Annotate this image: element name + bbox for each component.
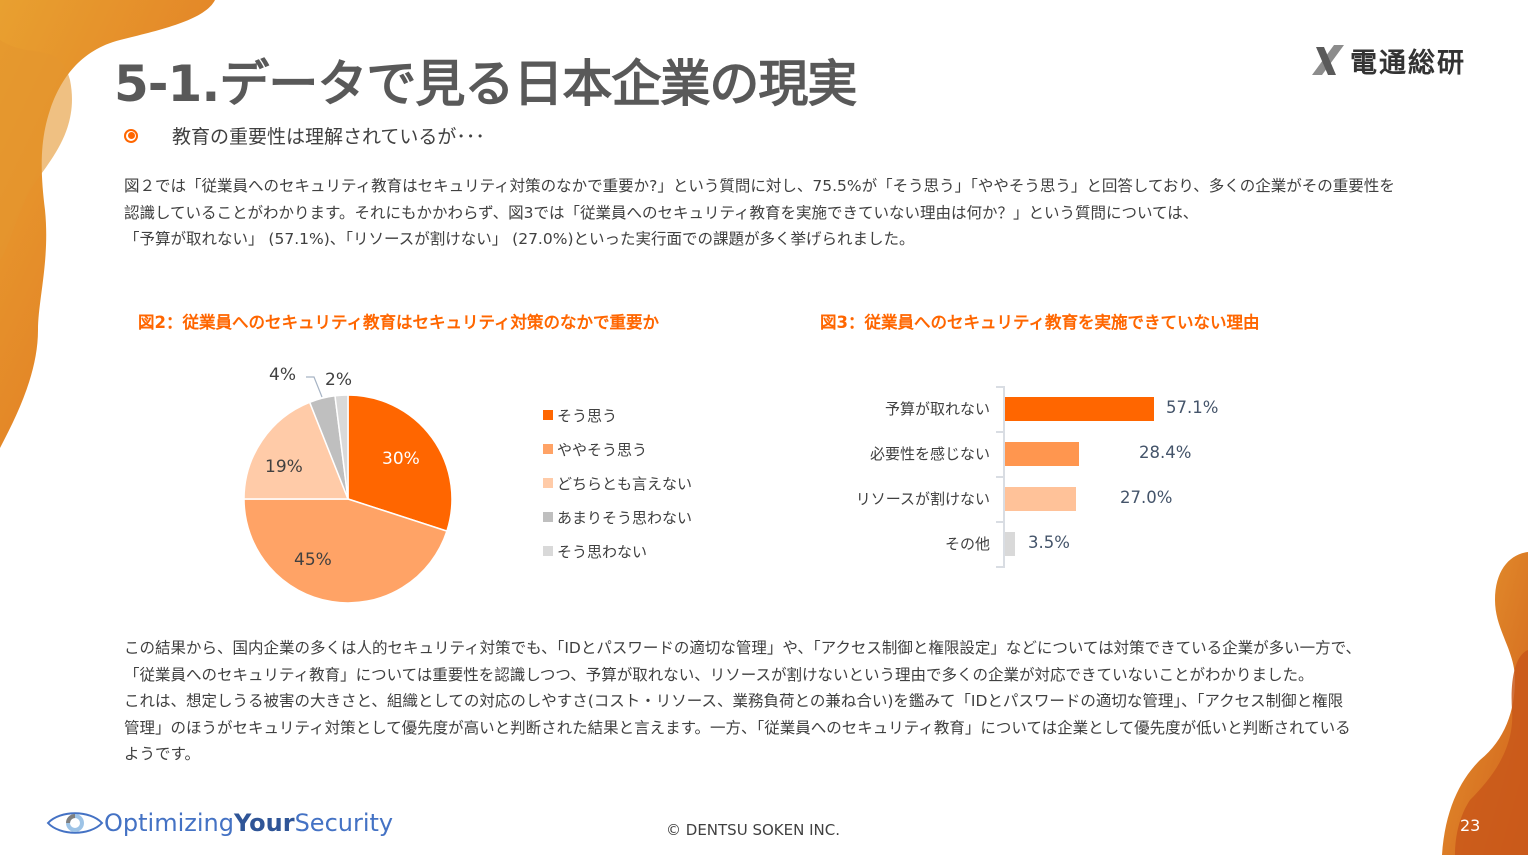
legend-label: どちらとも言えない — [557, 474, 693, 493]
conclusion-line: この結果から、国内企業の多くは人的セキュリティ対策でも、「IDとパスワードの適切… — [124, 639, 1361, 657]
leader-line — [306, 376, 323, 398]
conclusion-line: これは、想定しうる被害の大きさと、組織としての対応のしやすさ(コスト・リソース、… — [124, 692, 1344, 710]
pie-label-2: 2% — [325, 370, 352, 390]
legend-label: そう思う — [557, 406, 618, 425]
conclusion-line: 管理」のほうがセキュリティ対策として優先度が高いと判断された結果と言えます。一方… — [124, 718, 1351, 737]
legend-item: ややそう思う — [543, 432, 692, 466]
bar-row: その他 3.5% — [850, 521, 1250, 566]
legend-label: あまりそう思わない — [557, 508, 693, 527]
brand-logo-text: 電通総研 — [1350, 47, 1466, 79]
intro-line: 図２では「従業員へのセキュリティ教育はセキュリティ対策のなかで重要か?」という質… — [124, 177, 1395, 195]
intro-paragraph: 図２では「従業員へのセキュリティ教育はセキュリティ対策のなかで重要か?」という質… — [124, 173, 1395, 253]
legend-swatch — [543, 444, 553, 454]
axis-tick — [996, 476, 1004, 478]
bar-value: 28.4% — [1139, 443, 1192, 462]
bar-row: 予算が取れない 57.1% — [850, 386, 1250, 431]
legend-swatch — [543, 512, 553, 522]
bar-value: 57.1% — [1166, 398, 1219, 417]
bar-category: リソースが割けない — [855, 490, 990, 508]
bar-chart: 予算が取れない 57.1% 必要性を感じない 28.4% リソースが割けない 2… — [850, 386, 1250, 568]
pie-label-19: 19% — [265, 457, 303, 477]
bar-category: 必要性を感じない — [869, 445, 990, 463]
bar-axis — [1003, 386, 1005, 568]
legend-item: そう思う — [543, 398, 692, 432]
legend-item: そう思わない — [543, 534, 692, 568]
decorative-blob-bottom-right — [1442, 552, 1528, 855]
legend-swatch — [543, 546, 553, 556]
legend-swatch — [543, 478, 553, 488]
subheading-text: 教育の重要性は理解されているが･･･ — [172, 126, 485, 148]
pie-slice-sou-omou — [347, 394, 453, 533]
legend-item: どちらとも言えない — [543, 466, 692, 500]
bar-value: 27.0% — [1120, 488, 1173, 507]
copyright: © DENTSU SOKEN INC. — [666, 821, 840, 839]
page-number: 23 — [1460, 816, 1481, 835]
bar — [1005, 532, 1015, 556]
axis-tick — [996, 521, 1004, 523]
pie-label-45: 45% — [294, 550, 332, 570]
pie-slice-dochira-tomo — [243, 401, 350, 500]
eye-icon — [46, 812, 104, 834]
bar — [1005, 442, 1079, 466]
axis-tick — [996, 386, 1004, 388]
pie-legend: そう思う ややそう思う どちらとも言えない あまりそう思わない そう思わない — [543, 398, 692, 568]
bar-category: 予算が取れない — [884, 400, 990, 418]
pie-slice-sou-omowanai — [334, 394, 349, 500]
conclusion-line: 「従業員へのセキュリティ教育」については重要性を認識しつつ、予算が取れない、リソ… — [124, 665, 1314, 684]
x-logo-icon — [1312, 45, 1344, 75]
legend-item: あまりそう思わない — [543, 500, 692, 534]
pie-label-4: 4% — [269, 365, 296, 385]
legend-label: そう思わない — [557, 542, 648, 561]
pie-label-30: 30% — [382, 449, 420, 469]
pie-chart — [243, 376, 453, 604]
bar-category: その他 — [944, 535, 990, 553]
conclusion-line: ようです。 — [124, 745, 200, 763]
logo-text-security: Security — [294, 809, 394, 837]
subheading: 教育の重要性は理解されているが･･･ — [124, 122, 485, 149]
intro-line: 「予算が取れない」 (57.1%)、「リソースが割けない」 (27.0%)といっ… — [124, 230, 915, 248]
bar-row: 必要性を感じない 28.4% — [850, 431, 1250, 476]
figure-2-title: 図2：従業員へのセキュリティ教育はセキュリティ対策のなかで重要か — [138, 313, 660, 332]
axis-tick — [996, 566, 1004, 568]
legend-swatch — [543, 410, 553, 420]
logo-text-your: Your — [233, 809, 295, 837]
decorative-blob-top-left — [0, 0, 215, 448]
conclusion-paragraph: この結果から、国内企業の多くは人的セキュリティ対策でも、「IDとパスワードの適切… — [124, 635, 1361, 768]
page-title: 5-1.データで見る日本企業の現実 — [114, 55, 857, 113]
figure-3-title: 図3：従業員へのセキュリティ教育を実施できていない理由 — [820, 313, 1260, 332]
radio-bullet-icon — [124, 128, 138, 143]
logo-text-optimizing: Optimizing — [104, 809, 234, 837]
pie-slice-yaya-sou-omou — [243, 498, 448, 604]
bar — [1005, 487, 1076, 511]
bar-value: 3.5% — [1028, 533, 1070, 552]
optimizing-your-security-logo: Optimizing Your Security — [46, 808, 393, 838]
bar-row: リソースが割けない 27.0% — [850, 476, 1250, 521]
bar — [1005, 397, 1154, 421]
axis-tick — [996, 431, 1004, 433]
brand-logo: 電通総研 — [1310, 40, 1466, 80]
intro-line: 認識していることがわかります。それにもかかわらず、図3では「従業員へのセキュリテ… — [124, 203, 1199, 222]
legend-label: ややそう思う — [557, 440, 648, 459]
